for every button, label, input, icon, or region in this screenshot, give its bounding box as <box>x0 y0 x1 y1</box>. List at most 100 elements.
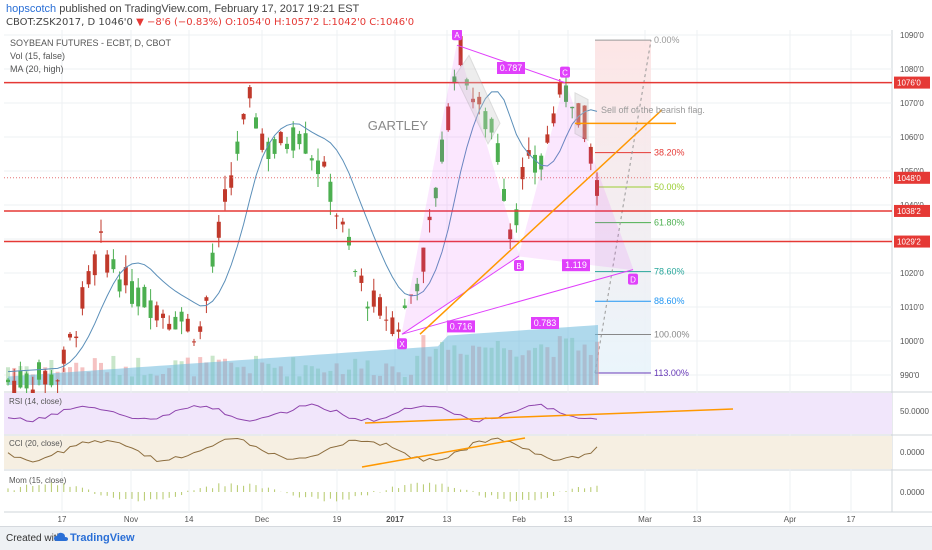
candle-body <box>285 143 289 149</box>
candle-body <box>6 379 10 383</box>
price-label-badge <box>894 76 930 89</box>
ratio-label: 0.783 <box>534 318 557 328</box>
cci-pane-background <box>4 436 892 469</box>
pattern-point-label: A <box>454 31 460 40</box>
candle-body <box>80 287 85 309</box>
candle-body <box>68 333 72 338</box>
time-tick-label: 2017 <box>386 515 404 524</box>
candle-body <box>18 370 23 388</box>
candle-body <box>471 98 475 103</box>
price-label-badge <box>894 171 930 184</box>
candle-body <box>266 141 271 160</box>
indicator-tick: 50.0000 <box>900 407 929 416</box>
indicator-label: CCI (20, close) <box>9 439 63 448</box>
candle-body <box>136 287 141 307</box>
candle-body <box>49 374 54 386</box>
tradingview-brand[interactable]: TradingView <box>70 532 135 544</box>
ratio-badge <box>497 62 525 74</box>
fib-level-label: 38.20% <box>654 148 685 158</box>
candle-body <box>545 134 550 143</box>
indicator-tick: 0.0000 <box>900 488 925 497</box>
candle-body <box>359 275 364 283</box>
fib-level-label: 0.00% <box>654 35 680 45</box>
bear-flag-1 <box>454 54 501 145</box>
time-tick-label: Dec <box>255 515 269 524</box>
candle-body <box>576 103 581 126</box>
candle-body <box>433 187 438 199</box>
pattern-point-badge <box>560 66 570 78</box>
indicator-label: Mom (15, close) <box>9 476 67 485</box>
candle-body <box>291 127 296 151</box>
candle-body <box>477 96 482 105</box>
price-tick-label: 1060'0 <box>900 133 924 142</box>
created-with-label: Created with <box>6 533 63 544</box>
indicator-label: RSI (14, close) <box>9 397 62 406</box>
volume-ma-area <box>8 325 598 385</box>
indicator-panes: RSI (14, close) 50.0000 CCI (20, close) 0.0… <box>4 393 929 502</box>
moving-average <box>7 91 598 373</box>
candle-body <box>588 146 593 164</box>
candle-body <box>508 229 513 240</box>
price-tick-label: 1000'0 <box>900 337 924 346</box>
ratio-badge <box>562 259 590 272</box>
price-label-badge <box>894 235 930 248</box>
candle-body <box>378 297 382 316</box>
candle-body <box>390 317 395 335</box>
price-tick-label: 1050'0 <box>900 167 924 176</box>
candle-body <box>526 150 531 156</box>
price-label-text: 1048'0 <box>897 174 921 183</box>
fib-level-label: 113.00% <box>654 368 689 378</box>
candle-body <box>198 326 203 332</box>
pattern-point-label: C <box>562 69 568 78</box>
candle-body <box>489 118 494 133</box>
candlestick-series <box>6 31 599 408</box>
pattern-point-badge <box>628 273 638 285</box>
cci-line <box>7 437 598 463</box>
candle-body <box>37 362 41 380</box>
time-tick-label: 17 <box>58 515 67 524</box>
candle-body <box>130 281 134 304</box>
time-tick-label: 17 <box>847 515 856 524</box>
candle-body <box>247 87 252 99</box>
fibonacci-retracement: 0.00% 38.20% 50.00% 61.80% 78.60% 88.60% 100.0… <box>594 35 690 378</box>
pattern-point-badge <box>397 338 407 350</box>
cci-trendline <box>361 437 526 468</box>
legend-symbol: SOYBEAN FUTURES - ECBT, D, CBOT <box>10 38 172 48</box>
candle-body <box>154 305 159 321</box>
rsi-pane-background <box>4 393 892 434</box>
candle-body <box>105 254 110 273</box>
candle-body <box>99 231 103 233</box>
candle-body <box>458 36 463 66</box>
price-label-text: 1076'0 <box>897 79 921 88</box>
price-tick-label: 1020'0 <box>900 269 924 278</box>
price-tick-label: 1010'0 <box>900 303 924 312</box>
footer-bar: Created with TradingView <box>0 526 932 550</box>
candle-body <box>557 82 562 95</box>
price-tick-label: 990'0 <box>900 371 920 380</box>
candle-body <box>86 271 91 285</box>
ratio-label: 0.716 <box>450 321 473 331</box>
price-chart[interactable]: 0.00% 38.20% 50.00% 61.80% 78.60% 88.60% 100.0… <box>0 30 932 526</box>
symbol-price: CBOT:ZSK2017, D 1046'0 <box>6 17 137 28</box>
ohlc-line: CBOT:ZSK2017, D 1046'0 ▼ −8'6 (−0.83%) O… <box>6 17 414 28</box>
candle-body <box>340 221 345 225</box>
ratio-label: 0.787 <box>500 63 523 73</box>
fib-level-label: 100.00% <box>654 330 690 340</box>
candle-body <box>254 117 258 129</box>
candle-body <box>582 105 587 140</box>
fib-level-label: 88.60% <box>654 296 685 306</box>
candle-body <box>446 106 451 131</box>
tradingview-logo-icon <box>54 532 68 541</box>
candle-body <box>334 215 339 217</box>
candle-body <box>210 252 215 267</box>
candle-body <box>483 111 488 130</box>
candle-body <box>148 300 153 318</box>
time-tick-label: Nov <box>124 515 138 524</box>
support-trendline <box>419 109 663 335</box>
fib-level-label: 61.80% <box>654 218 685 228</box>
candle-body <box>117 279 122 292</box>
pattern-point-badge <box>514 260 524 271</box>
candle-body <box>365 306 370 309</box>
author-link[interactable]: hopscotch <box>6 3 57 15</box>
pattern-point-badge <box>452 30 462 41</box>
